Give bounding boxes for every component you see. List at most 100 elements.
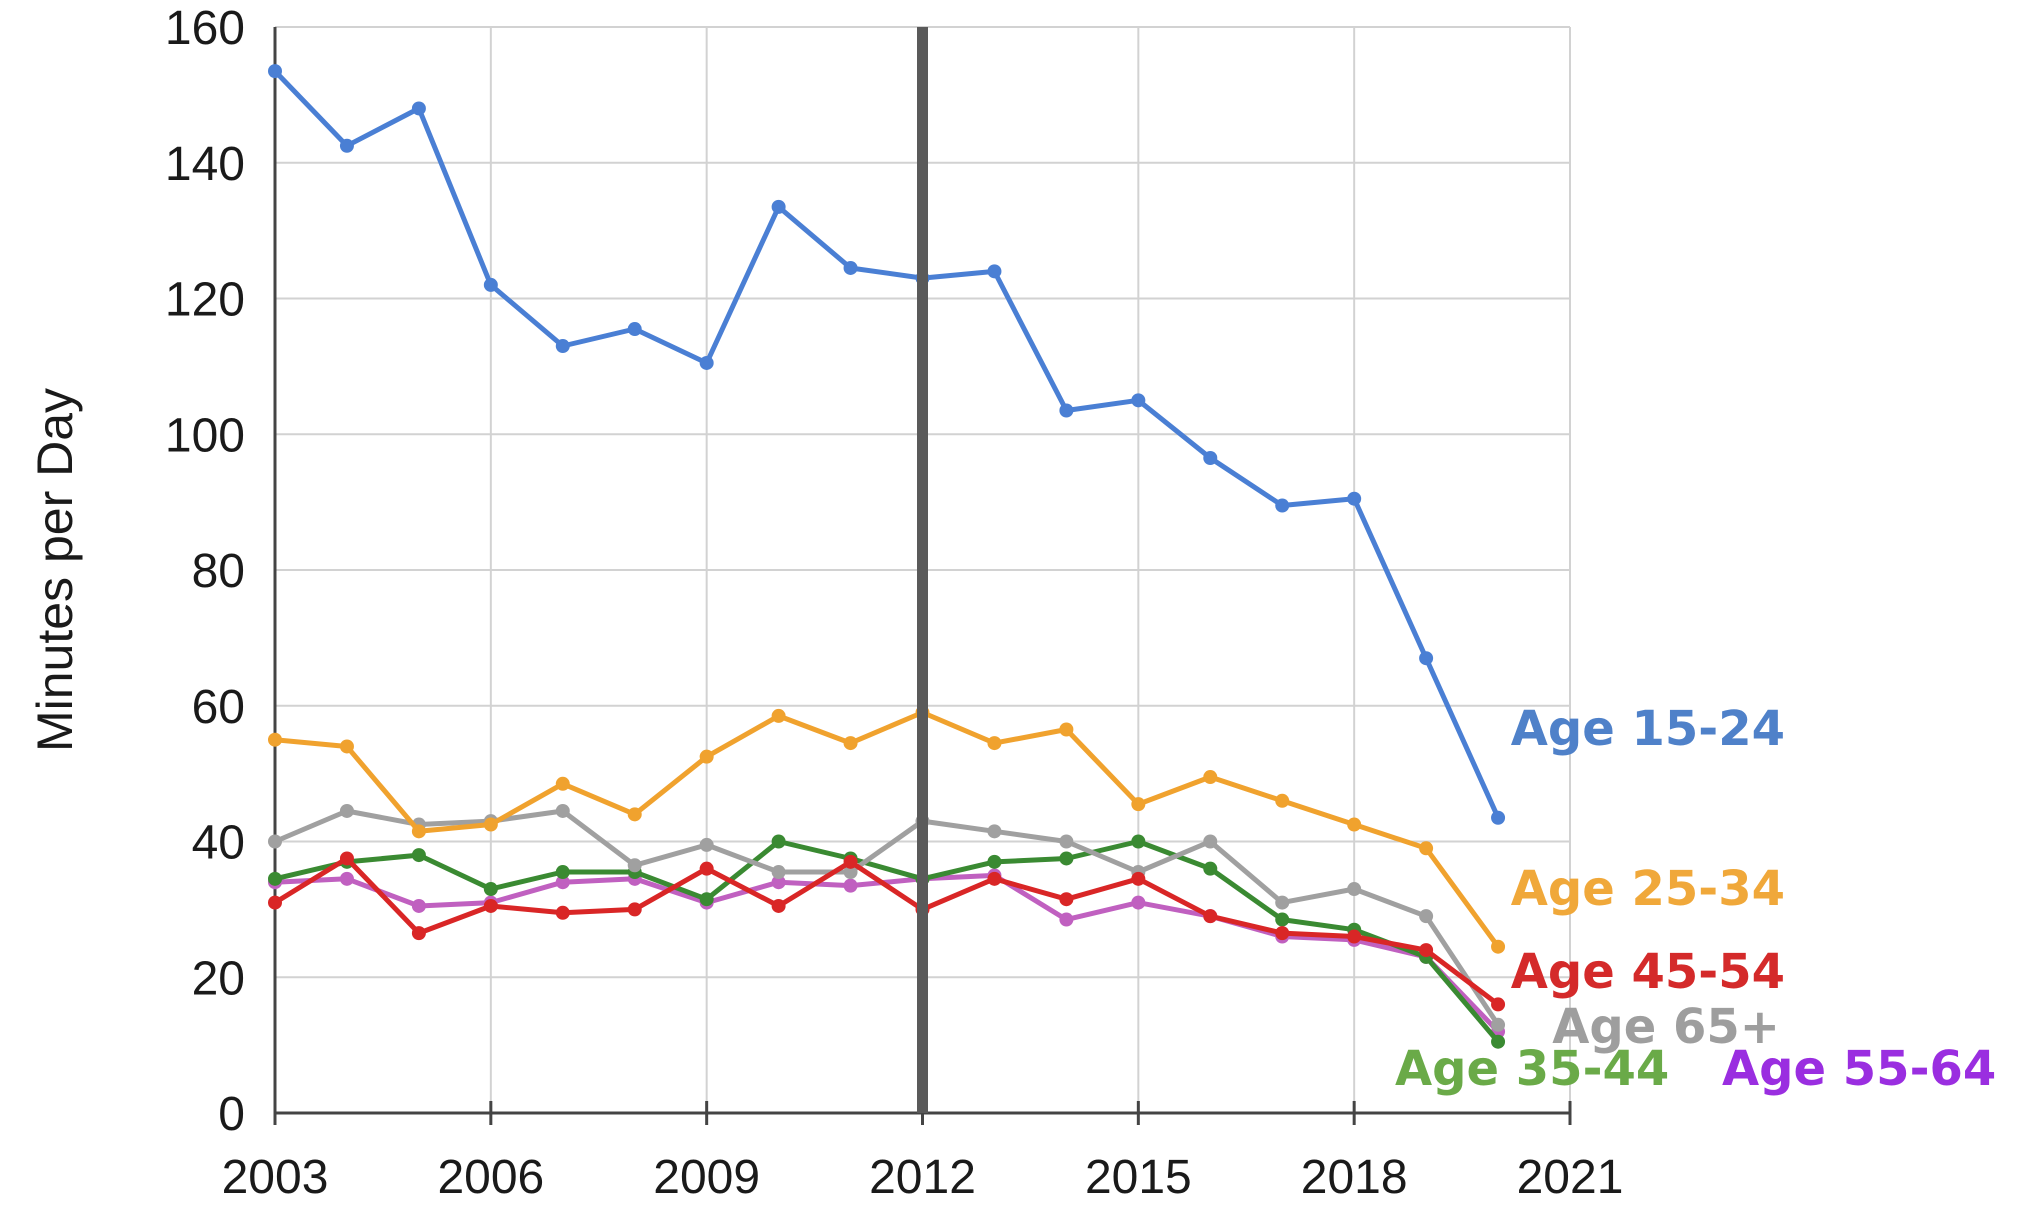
data-point — [1131, 393, 1146, 408]
series-label: Age 25-34 — [1511, 861, 1785, 917]
data-point — [339, 803, 354, 818]
data-point — [1203, 861, 1218, 876]
data-point — [411, 926, 426, 941]
data-point — [555, 905, 570, 920]
data-point — [987, 264, 1002, 279]
series-age-45-54 — [268, 851, 1506, 1012]
series-line — [274, 872, 1500, 1034]
data-point — [1275, 912, 1290, 927]
data-point — [627, 322, 642, 337]
x-tick-label: 2006 — [437, 1151, 544, 1204]
y-tick-label: 80 — [192, 545, 245, 598]
data-point — [1059, 912, 1074, 927]
data-point — [339, 871, 354, 886]
x-tick-label: 2021 — [1517, 1151, 1624, 1204]
data-point — [771, 865, 786, 880]
data-point — [843, 865, 858, 880]
data-point — [555, 776, 570, 791]
data-point — [1419, 651, 1434, 666]
data-point — [1347, 817, 1362, 832]
data-point — [483, 898, 498, 913]
data-point — [1203, 770, 1218, 785]
data-point — [987, 854, 1002, 869]
data-point — [555, 339, 570, 354]
series-line — [274, 808, 1501, 1027]
data-point — [1491, 939, 1506, 954]
data-point — [843, 736, 858, 751]
y-tick-label: 60 — [192, 681, 245, 734]
data-point — [771, 199, 786, 214]
x-tick-label: 2015 — [1085, 1151, 1192, 1204]
data-point — [268, 64, 282, 79]
data-point — [339, 739, 354, 754]
data-point — [1059, 403, 1074, 418]
x-tick-label: 2009 — [653, 1151, 760, 1204]
data-point — [1275, 926, 1290, 941]
data-point — [1275, 895, 1290, 910]
data-point — [555, 865, 570, 880]
data-point — [771, 898, 786, 913]
data-point — [1419, 841, 1434, 856]
data-point — [1131, 797, 1146, 812]
series-line — [274, 839, 1501, 1044]
data-point — [555, 803, 570, 818]
data-point — [843, 260, 858, 275]
tick-labels: 0 20 40 60 80 100 120 140 160 2003 2006 2009 2012 201… — [165, 2, 1623, 1204]
data-point — [1491, 810, 1506, 825]
data-point — [843, 878, 858, 893]
data-point — [627, 807, 642, 822]
data-point — [483, 817, 498, 832]
series-age-15-24 — [268, 64, 1506, 825]
series-label: Age 35-44 — [1395, 1041, 1669, 1097]
data-point — [1419, 909, 1434, 924]
x-tick-label: 2012 — [869, 1151, 976, 1204]
data-point — [411, 824, 426, 839]
data-point — [483, 277, 498, 292]
x-tick-label: 2003 — [222, 1151, 329, 1204]
series-line — [273, 856, 1500, 1007]
data-point — [699, 861, 714, 876]
y-tick-label: 160 — [165, 2, 245, 55]
data-point — [987, 824, 1002, 839]
series-label: Age 55-64 — [1722, 1041, 1996, 1097]
y-tick-label: 0 — [218, 1088, 245, 1141]
data-point — [699, 355, 714, 370]
data-point — [1419, 943, 1434, 958]
y-tick-label: 20 — [192, 952, 245, 1005]
data-point — [771, 834, 786, 849]
data-point — [411, 848, 426, 863]
data-point — [1059, 722, 1074, 737]
data-point — [1131, 834, 1146, 849]
y-axis-title: Minutes per Day — [27, 388, 83, 752]
data-point — [483, 882, 498, 897]
data-point — [555, 875, 570, 890]
data-point — [1347, 491, 1362, 506]
data-point — [771, 708, 786, 723]
series-age-35-44 — [268, 834, 1506, 1049]
data-point — [1347, 882, 1362, 897]
data-point — [699, 892, 714, 907]
data-point — [1491, 997, 1506, 1012]
data-point — [411, 898, 426, 913]
data-point — [1275, 498, 1290, 513]
data-point — [1059, 892, 1074, 907]
data-point — [268, 732, 282, 747]
data-point — [268, 895, 282, 910]
series-age-25-34 — [268, 705, 1506, 954]
data-point — [771, 875, 786, 890]
data-point — [1131, 871, 1146, 886]
data-point — [627, 858, 642, 873]
data-point — [268, 834, 282, 849]
data-point — [1275, 793, 1290, 808]
series-lines — [268, 64, 1506, 1049]
series-label: Age 45-54 — [1511, 944, 1785, 1000]
data-point — [1059, 834, 1074, 849]
data-point — [1203, 909, 1218, 924]
data-point — [411, 101, 426, 116]
series-line — [274, 710, 1501, 949]
data-point — [1347, 929, 1362, 944]
data-point — [699, 749, 714, 764]
